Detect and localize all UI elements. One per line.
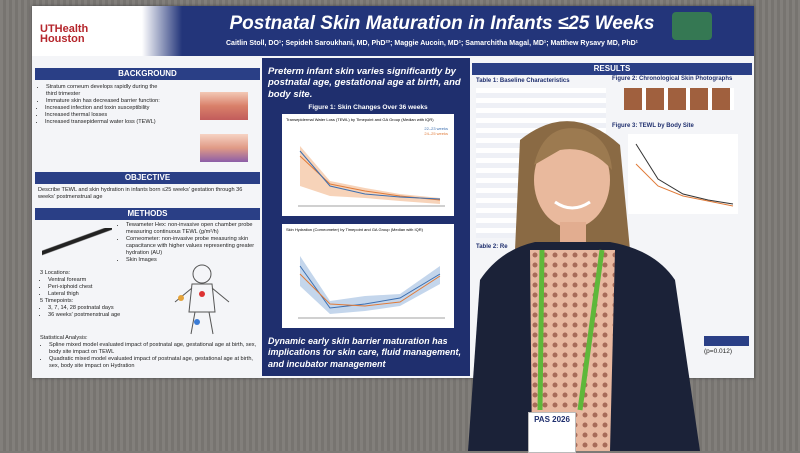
chart-drawing <box>298 256 445 319</box>
legend: 22–23 weeks 24–25 weeks <box>424 126 448 136</box>
table-title: Table 1: Baseline Characteristics <box>476 78 570 84</box>
chart-title: Transepidermal Water Loss (TEWL) by Time… <box>286 117 434 122</box>
infant-diagram <box>174 264 230 335</box>
bullet: 3, 7, 14, 28 postnatal days <box>48 305 150 312</box>
name-badge: PAS 2026 <box>528 412 576 453</box>
legend-item: 24–25 weeks <box>424 131 448 136</box>
figure-title: Figure 1: Skin Changes Over 36 weeks <box>308 104 428 111</box>
authors: Caitlin Stoll, DO¹; Sepideh Saroukhani, … <box>226 40 638 47</box>
legend-item: 22–23 weeks <box>424 126 448 131</box>
label: 5 Timepoints: <box>40 297 74 304</box>
p-value: (p=0.012) <box>704 348 733 355</box>
methods-devices: Tewameter Hex: non-invasive open chamber… <box>117 222 257 264</box>
section-header: OBJECTIVE <box>35 172 260 184</box>
bullet: Skin Images <box>126 257 257 264</box>
chart-image <box>628 134 738 214</box>
poster-title: Postnatal Skin Maturation in Infants ≤25… <box>229 13 655 34</box>
skin-diagram <box>200 92 248 120</box>
chart-image: Skin Hydration (Corneometer) by Timepoin… <box>282 224 454 328</box>
methods-analysis: Statistical Analysis: Spline mixed model… <box>40 335 260 370</box>
methods-sites: 3 Locations: Ventral forearm Peri-xiphoi… <box>40 270 150 319</box>
chart-image: Transepidermal Water Loss (TEWL) by Time… <box>282 114 454 216</box>
objective-text: Describe TEWL and skin hydration in infa… <box>38 187 243 200</box>
bullet: Immature skin has decreased barrier func… <box>46 98 167 105</box>
person <box>468 121 700 451</box>
badge-text: PAS 2026 <box>534 415 570 424</box>
table-row <box>704 336 749 346</box>
conclusion-text: Dynamic early skin barrier maturation ha… <box>268 336 462 369</box>
figure-title: Figure 3: TEWL by Body Site <box>612 123 694 129</box>
poster: UTHealth Houston Postnatal Skin Maturati… <box>32 6 754 378</box>
bullet: Spline mixed model evaluated impact of p… <box>49 342 260 356</box>
chart-title: Skin Hydration (Corneometer) by Timepoin… <box>286 227 423 232</box>
photo-strip <box>624 88 734 110</box>
section-header: RESULTS <box>472 63 752 75</box>
chart-drawing <box>298 146 445 207</box>
bullet: Quadratic mixed model evaluated impact o… <box>49 356 260 370</box>
bullet: Stratum corneum develops rapidly during … <box>46 84 167 98</box>
bullet: Tewameter Hex: non-invasive open chamber… <box>126 222 257 236</box>
bullet: Corneometer: non-invasive probe measurin… <box>126 236 257 257</box>
bullet: Increased infection and toxin susceptibi… <box>45 105 167 112</box>
table-title: Table 2: Re <box>476 244 508 250</box>
bullet: Lateral thigh <box>48 291 150 298</box>
logo: UTHealth Houston <box>40 23 89 45</box>
bullet: Peri-xiphoid chest <box>48 284 150 291</box>
header-band <box>32 6 754 56</box>
section-header: BACKGROUND <box>35 68 260 80</box>
bullet: 36 weeks' postmenstrual age <box>48 312 150 319</box>
bullet: Increased transepidermal water loss (TEW… <box>45 119 167 126</box>
background-text: Stratum corneum develops rapidly during … <box>37 84 167 126</box>
affiliate-logo <box>672 12 712 40</box>
figure-title: Figure 2: Chronological Skin Photographs <box>612 76 733 82</box>
lead-text: Preterm infant skin varies significantly… <box>268 66 461 100</box>
skin-diagram <box>200 134 248 162</box>
bullet: Increased thermal losses <box>45 112 167 119</box>
section-header: METHODS <box>35 208 260 220</box>
bullet: Ventral forearm <box>48 277 150 284</box>
device-image <box>42 228 112 258</box>
label: 3 Locations: <box>40 270 71 276</box>
label: Statistical Analysis: <box>40 335 88 341</box>
